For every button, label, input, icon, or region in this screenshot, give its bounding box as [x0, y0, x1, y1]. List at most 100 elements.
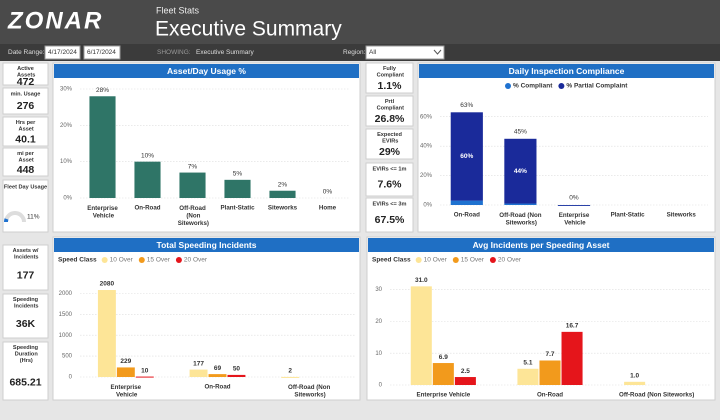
legend-label: 10 Over	[424, 257, 448, 264]
bar	[89, 96, 116, 198]
dropdown-chevron	[433, 49, 442, 55]
x-tick-label: Enterprise Vehicle	[111, 384, 142, 399]
kpi-value: 7.6%	[378, 178, 403, 190]
value-label: 50	[233, 366, 241, 373]
y-tick-label: 20%	[60, 123, 73, 129]
legend-label: 20 Over	[184, 257, 208, 264]
kpi-card	[2, 62, 49, 86]
y-tick-label: 500	[62, 354, 73, 360]
value-label: 5%	[233, 171, 243, 178]
chart-title: Daily Inspection Compliance	[509, 66, 625, 76]
legend-swatch	[415, 257, 422, 263]
kpi-card	[2, 293, 49, 339]
bar-segment	[450, 200, 483, 205]
chart-title: Avg Incidents per Speeding Asset	[473, 240, 610, 250]
bar	[189, 369, 208, 377]
total-label: 63%	[460, 102, 473, 109]
x-tick-label: Off-Road (Non Siteworks)	[499, 212, 541, 227]
y-tick-label: 1000	[59, 333, 73, 339]
bar	[539, 360, 561, 385]
kpi-value: 1.1%	[378, 80, 403, 92]
filter-bar	[0, 44, 720, 61]
legend-title: Speed Class	[372, 257, 411, 264]
bar	[224, 179, 251, 198]
legend-label: % Compliant	[513, 83, 553, 90]
total-label: 0%	[569, 195, 579, 202]
kpi-label: Fleet Day Usage	[4, 184, 47, 190]
x-tick-label: Off-Road (Non Siteworks)	[288, 384, 330, 399]
kpi-card	[2, 116, 49, 147]
value-label: 2.5	[461, 368, 470, 375]
kpi-label: EVIRs <= 3m	[373, 201, 407, 207]
kpi-label: Fully Compliant	[375, 66, 404, 79]
x-tick-label: Off-Road (Non Siteworks)	[176, 205, 209, 227]
kpi-card	[365, 95, 414, 127]
value-label: 5.1	[523, 359, 532, 366]
kpi-card	[2, 87, 49, 115]
chart-title-bar	[419, 64, 714, 78]
y-tick-label: 40%	[420, 144, 433, 150]
x-tick-label: On-Road	[454, 212, 480, 219]
y-tick-label: 20	[375, 319, 382, 325]
header-title: Executive Summary	[155, 18, 342, 41]
gauge-fill	[4, 218, 9, 223]
value-label: 28%	[96, 87, 109, 94]
bar-segment	[557, 205, 591, 206]
bar	[517, 368, 539, 385]
bar	[179, 172, 206, 198]
kpi-value: 685.21	[9, 376, 41, 388]
value-label: 7%	[188, 163, 198, 170]
bar	[134, 161, 161, 198]
kpi-value: 40.1	[15, 134, 36, 146]
kpi-label: Speeding Duration (Hrs)	[13, 345, 39, 364]
kpi-card	[2, 179, 49, 233]
date-value: 4/17/2024	[48, 49, 77, 56]
legend-swatch	[175, 257, 182, 263]
x-tick-label: Siteworks	[667, 212, 697, 219]
date-input[interactable]	[83, 45, 121, 60]
y-tick-label: 0	[69, 375, 73, 381]
value-label: 177	[193, 360, 204, 367]
region-dropdown[interactable]	[365, 45, 445, 60]
value-label: 7.7	[545, 351, 554, 358]
legend-label: 20 Over	[498, 257, 522, 264]
legend-swatch	[505, 83, 511, 89]
x-tick-label: Plant-Static	[611, 212, 646, 219]
y-tick-label: 0%	[423, 203, 432, 209]
gauge-track	[4, 211, 26, 223]
value-label: 31.0	[415, 277, 428, 284]
filter-value: Executive Summary	[196, 49, 255, 56]
legend-swatch	[452, 257, 459, 263]
legend-title: Speed Class	[58, 257, 97, 264]
chart-title: Total Speeding Incidents	[157, 240, 257, 250]
date-input[interactable]	[44, 45, 81, 60]
x-tick-label: Enterprise Vehicle	[87, 205, 118, 220]
x-tick-label: Off-Road (Non Siteworks)	[619, 392, 694, 399]
kpi-label: EVIRs <= 1m	[373, 166, 407, 172]
legend-swatch	[558, 83, 565, 89]
value-label: 6.9	[439, 354, 448, 361]
x-tick-label: Plant-Static	[220, 205, 255, 212]
bar-segment	[504, 203, 537, 205]
value-label: 0%	[323, 189, 333, 196]
kpi-label: min. Usage	[11, 91, 41, 97]
bar	[227, 374, 246, 377]
value-label: 229	[120, 358, 131, 365]
kpi-value: 472	[17, 76, 35, 88]
y-tick-label: 20%	[420, 173, 433, 179]
bar-segment	[504, 138, 537, 204]
chart-title-bar	[368, 238, 714, 252]
kpi-card	[365, 128, 414, 160]
segment-label: 60%	[460, 153, 473, 160]
kpi-value: 29%	[379, 146, 401, 158]
legend-label: 10 Over	[110, 257, 134, 264]
value-label: 2%	[278, 181, 288, 188]
date-value: 6/17/2024	[87, 49, 116, 56]
kpi-label: Assets w/ Incidents	[12, 248, 38, 261]
bar	[97, 290, 116, 377]
x-tick-label: On-Road	[204, 384, 230, 391]
value-label: 16.7	[566, 323, 579, 330]
x-tick-label: Home	[319, 205, 337, 212]
legend-swatch	[101, 257, 108, 263]
